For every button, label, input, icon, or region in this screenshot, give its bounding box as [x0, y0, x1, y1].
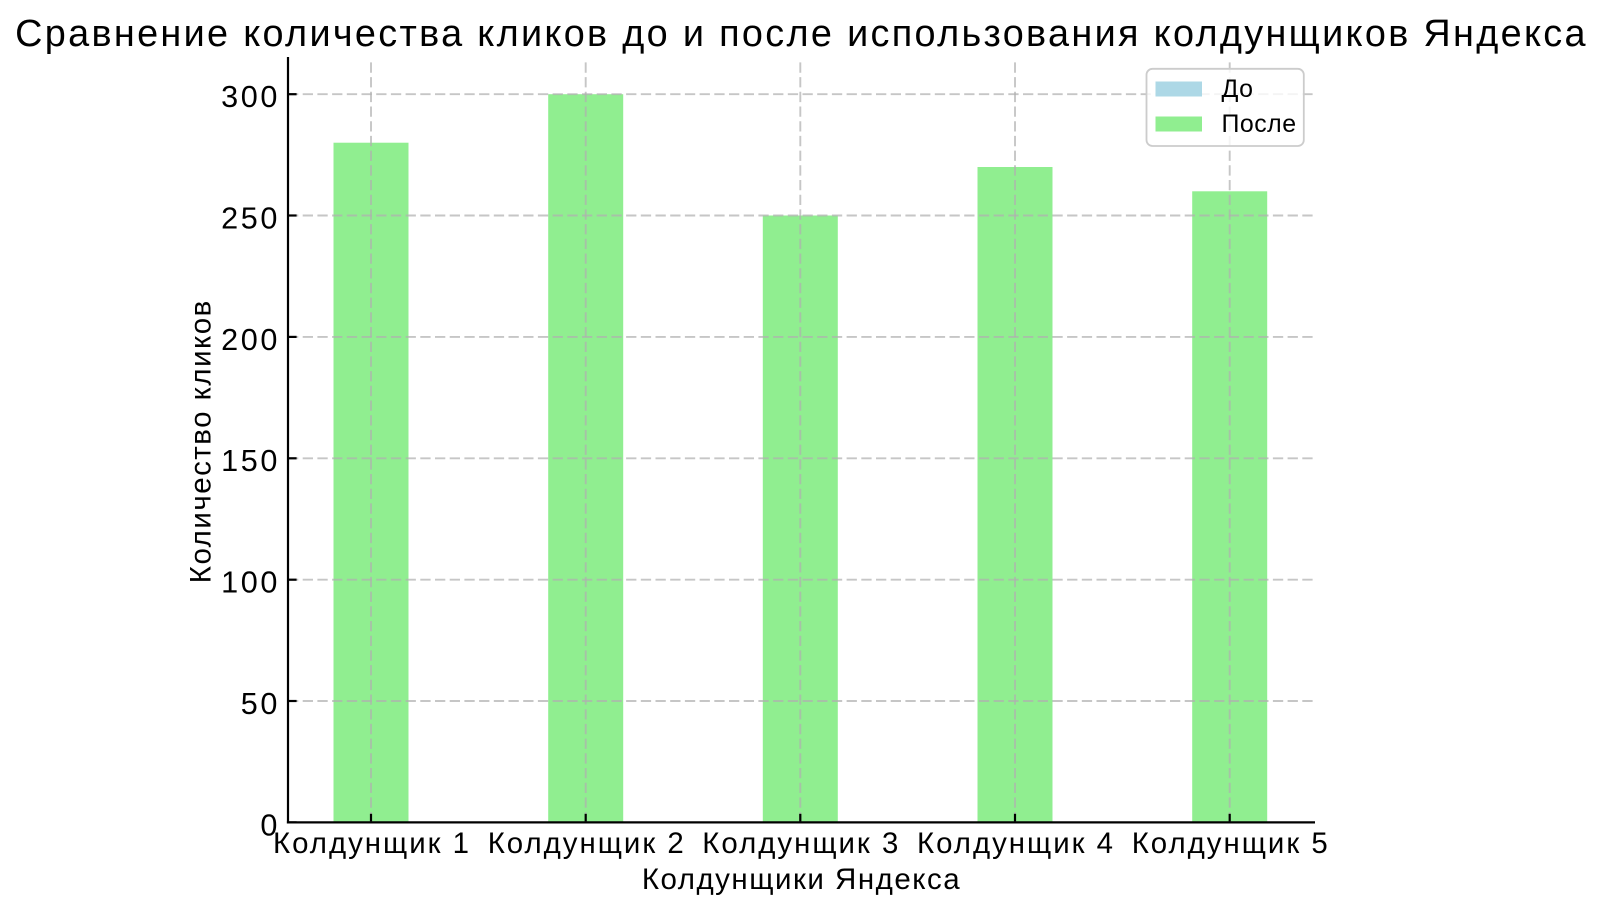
svg-text:0: 0	[260, 808, 280, 842]
svg-text:До: До	[1222, 75, 1254, 103]
svg-text:Колдунщик 2: Колдунщик 2	[488, 827, 686, 860]
svg-text:Количество кликов: Количество кликов	[185, 299, 218, 583]
svg-text:200: 200	[221, 323, 280, 357]
svg-text:250: 250	[221, 201, 280, 235]
svg-text:Сравнение количества кликов до: Сравнение количества кликов до и после и…	[15, 13, 1588, 55]
svg-text:Колдунщики Яндекса: Колдунщики Яндекса	[642, 863, 961, 896]
svg-text:После: После	[1222, 110, 1297, 138]
svg-text:100: 100	[221, 566, 280, 600]
svg-text:50: 50	[241, 687, 280, 721]
svg-text:300: 300	[221, 80, 280, 114]
svg-text:150: 150	[221, 444, 280, 478]
svg-text:Колдунщик 3: Колдунщик 3	[702, 827, 900, 860]
svg-text:Колдунщик 1: Колдунщик 1	[273, 827, 471, 860]
svg-text:Колдунщик 5: Колдунщик 5	[1132, 827, 1330, 860]
svg-text:Колдунщик 4: Колдунщик 4	[917, 827, 1115, 860]
